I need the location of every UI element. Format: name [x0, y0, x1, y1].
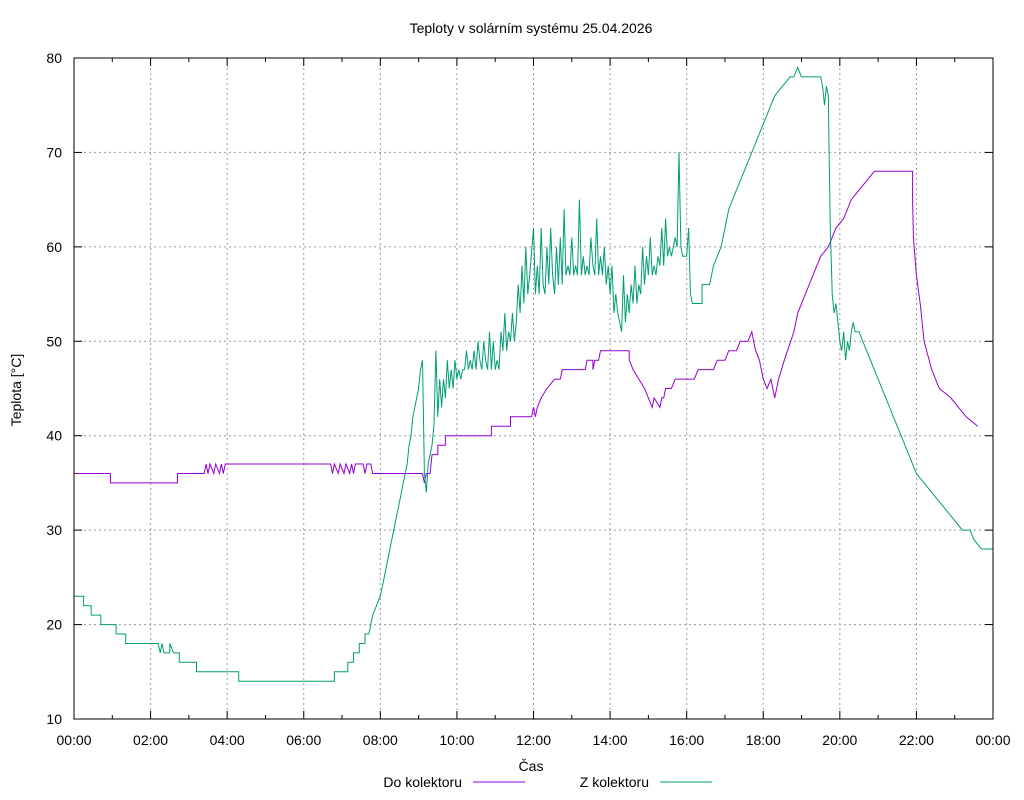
axis-ticks: 10 20 30 40 50 60 70 80 00:00 02:00 04:00 06:00 08:0… [46, 50, 1010, 748]
series-line-1 [74, 170, 979, 484]
x-tick-label: 00:00 [56, 732, 91, 748]
y-tick-label: 70 [46, 144, 62, 160]
chart-title: Teploty v solárním systému 25.04.2026 [410, 20, 653, 36]
x-tick-label: 22:00 [899, 732, 934, 748]
legend: Do kolektoru Z kolektoru [383, 774, 712, 790]
x-tick-label: 14:00 [593, 732, 628, 748]
y-tick-label: 40 [46, 428, 62, 444]
x-tick-label: 18:00 [746, 732, 781, 748]
x-tick-label: 20:00 [822, 732, 857, 748]
x-tick-label: 04:00 [210, 732, 245, 748]
x-tick-label: 00:00 [975, 732, 1010, 748]
y-tick-label: 10 [46, 711, 62, 727]
series-line-2 [74, 66, 993, 682]
x-tick-label: 10:00 [439, 732, 474, 748]
series-group [74, 66, 993, 682]
x-tick-label: 02:00 [133, 732, 168, 748]
x-tick-label: 08:00 [363, 732, 398, 748]
y-axis-label: Teplota [°C] [8, 354, 24, 427]
x-axis-label: Čas [519, 758, 544, 774]
grid-lines [74, 58, 993, 719]
x-tick-label: 16:00 [669, 732, 704, 748]
legend-label-2: Z kolektoru [580, 774, 649, 790]
x-tick-label: 12:00 [516, 732, 551, 748]
y-tick-label: 80 [46, 50, 62, 66]
x-tick-label: 06:00 [286, 732, 321, 748]
y-tick-label: 60 [46, 239, 62, 255]
y-tick-label: 30 [46, 522, 62, 538]
y-tick-label: 20 [46, 617, 62, 633]
legend-label-1: Do kolektoru [383, 774, 462, 790]
y-tick-label: 50 [46, 333, 62, 349]
